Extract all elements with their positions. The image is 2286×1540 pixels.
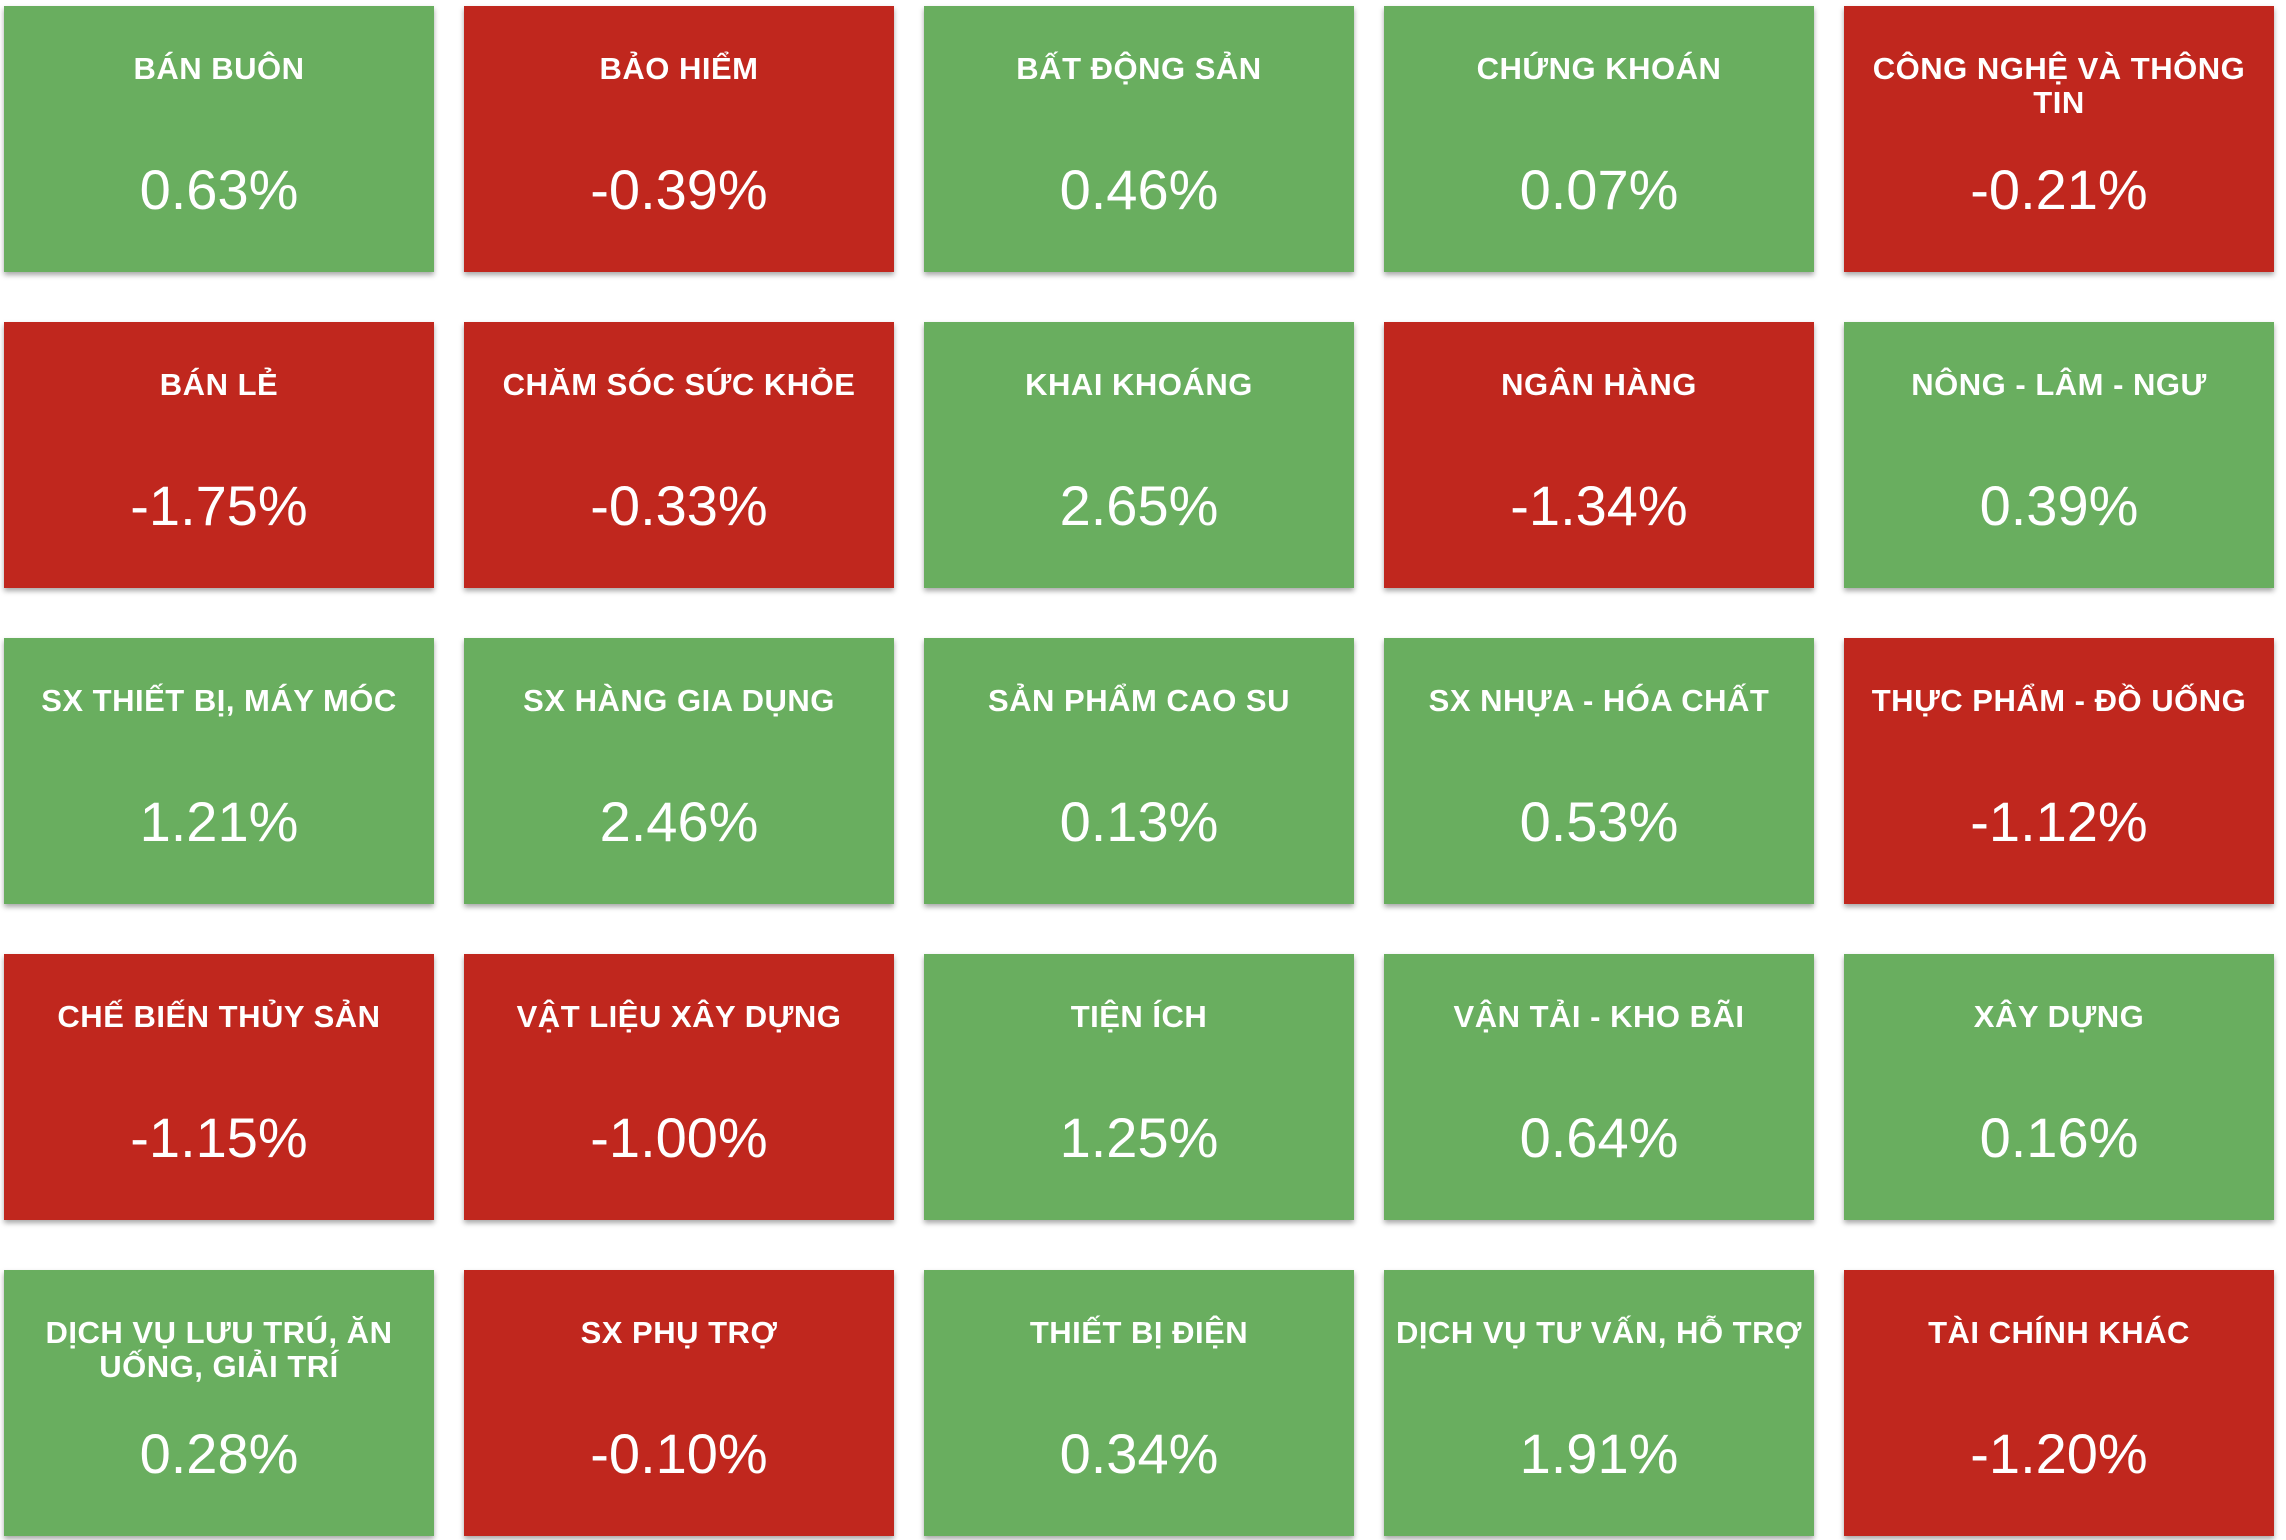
sector-change: 2.65% — [1059, 474, 1219, 537]
sector-change: -1.75% — [130, 474, 308, 537]
sector-change: 0.13% — [1059, 790, 1219, 853]
sector-tile[interactable]: SX HÀNG GIA DỤNG 2.46% — [464, 638, 894, 904]
sector-name: BẤT ĐỘNG SẢN — [1016, 51, 1262, 86]
sector-tile[interactable]: VẬT LIỆU XÂY DỰNG -1.00% — [464, 954, 894, 1220]
sector-name: NÔNG - LÂM - NGƯ — [1911, 367, 2207, 402]
sector-change: 1.25% — [1059, 1106, 1219, 1169]
sector-tile[interactable]: XÂY DỰNG 0.16% — [1844, 954, 2274, 1220]
sector-name: SX HÀNG GIA DỤNG — [523, 683, 835, 718]
sector-tile[interactable]: CHẾ BIẾN THỦY SẢN -1.15% — [4, 954, 434, 1220]
sector-tile[interactable]: SX PHỤ TRỢ -0.10% — [464, 1270, 894, 1536]
sector-change: 1.91% — [1519, 1422, 1679, 1485]
sector-name: TÀI CHÍNH KHÁC — [1928, 1315, 2190, 1350]
sector-tile[interactable]: BÁN BUÔN 0.63% — [4, 6, 434, 272]
sector-tile[interactable]: DỊCH VỤ TƯ VẤN, HỖ TRỢ 1.91% — [1384, 1270, 1814, 1536]
sector-tile[interactable]: NGÂN HÀNG -1.34% — [1384, 322, 1814, 588]
sector-tile[interactable]: TIỆN ÍCH 1.25% — [924, 954, 1354, 1220]
sector-name: KHAI KHOÁNG — [1025, 367, 1253, 402]
sector-change: 1.21% — [139, 790, 299, 853]
sector-change: -1.00% — [590, 1106, 768, 1169]
sector-name: BẢO HIỂM — [599, 51, 759, 86]
sector-change: 0.28% — [139, 1422, 299, 1485]
sector-name: VẬT LIỆU XÂY DỰNG — [516, 999, 842, 1034]
sector-change: 0.34% — [1059, 1422, 1219, 1485]
sector-name: THỰC PHẨM - ĐỒ UỐNG — [1871, 683, 2247, 718]
sector-name: SẢN PHẨM CAO SU — [987, 683, 1290, 718]
sector-name: CÔNG NGHỆ VÀ THÔNG TIN — [1872, 51, 2246, 120]
sector-tile[interactable]: KHAI KHOÁNG 2.65% — [924, 322, 1354, 588]
sector-tile[interactable]: BÁN LẺ -1.75% — [4, 322, 434, 588]
sector-name: SX THIẾT BỊ, MÁY MÓC — [41, 683, 397, 718]
sector-name: XÂY DỰNG — [1973, 999, 2145, 1034]
sector-name: DỊCH VỤ TƯ VẤN, HỖ TRỢ — [1396, 1315, 1802, 1350]
sector-tile[interactable]: SX THIẾT BỊ, MÁY MÓC 1.21% — [4, 638, 434, 904]
sector-tile[interactable]: THIẾT BỊ ĐIỆN 0.34% — [924, 1270, 1354, 1536]
sector-heatmap-grid: BÁN BUÔN 0.63% BẢO HIỂM -0.39% BẤT ĐỘNG SẢ… — [4, 6, 2274, 1536]
sector-tile[interactable]: CHĂM SÓC SỨC KHỎE -0.33% — [464, 322, 894, 588]
sector-change: -0.21% — [1970, 158, 2148, 221]
sector-name: SX NHỰA - HÓA CHẤT — [1428, 683, 1770, 718]
sector-change: 0.64% — [1519, 1106, 1679, 1169]
sector-name: CHẾ BIẾN THỦY SẢN — [57, 999, 381, 1034]
sector-name: DỊCH VỤ LƯU TRÚ, ĂN UỐNG, GIẢI TRÍ — [45, 1315, 393, 1384]
sector-tile[interactable]: THỰC PHẨM - ĐỒ UỐNG -1.12% — [1844, 638, 2274, 904]
sector-name: CHĂM SÓC SỨC KHỎE — [502, 367, 856, 402]
sector-name: THIẾT BỊ ĐIỆN — [1029, 1315, 1249, 1350]
sector-tile[interactable]: NÔNG - LÂM - NGƯ 0.39% — [1844, 322, 2274, 588]
sector-name: TIỆN ÍCH — [1070, 999, 1208, 1034]
sector-change: -0.39% — [590, 158, 768, 221]
sector-change: -0.10% — [590, 1422, 768, 1485]
sector-tile[interactable]: BẢO HIỂM -0.39% — [464, 6, 894, 272]
sector-change: -0.33% — [590, 474, 768, 537]
sector-name: VẬN TẢI - KHO BÃI — [1453, 999, 1745, 1034]
sector-change: 2.46% — [599, 790, 759, 853]
sector-name: BÁN LẺ — [159, 367, 279, 402]
sector-change: 0.07% — [1519, 158, 1679, 221]
sector-tile[interactable]: VẬN TẢI - KHO BÃI 0.64% — [1384, 954, 1814, 1220]
sector-name: BÁN BUÔN — [133, 51, 305, 86]
sector-change: -1.20% — [1970, 1422, 2148, 1485]
sector-change: 0.46% — [1059, 158, 1219, 221]
sector-tile[interactable]: BẤT ĐỘNG SẢN 0.46% — [924, 6, 1354, 272]
sector-change: -1.15% — [130, 1106, 308, 1169]
sector-tile[interactable]: CHỨNG KHOÁN 0.07% — [1384, 6, 1814, 272]
sector-tile[interactable]: SẢN PHẨM CAO SU 0.13% — [924, 638, 1354, 904]
sector-change: 0.63% — [139, 158, 299, 221]
sector-change: 0.53% — [1519, 790, 1679, 853]
sector-change: 0.39% — [1979, 474, 2139, 537]
sector-change: -1.34% — [1510, 474, 1688, 537]
sector-tile[interactable]: CÔNG NGHỆ VÀ THÔNG TIN -0.21% — [1844, 6, 2274, 272]
sector-tile[interactable]: TÀI CHÍNH KHÁC -1.20% — [1844, 1270, 2274, 1536]
sector-name: CHỨNG KHOÁN — [1476, 51, 1722, 86]
sector-tile[interactable]: DỊCH VỤ LƯU TRÚ, ĂN UỐNG, GIẢI TRÍ 0.28% — [4, 1270, 434, 1536]
sector-name: NGÂN HÀNG — [1501, 367, 1697, 402]
sector-tile[interactable]: SX NHỰA - HÓA CHẤT 0.53% — [1384, 638, 1814, 904]
sector-change: 0.16% — [1979, 1106, 2139, 1169]
sector-name: SX PHỤ TRỢ — [580, 1315, 778, 1350]
sector-change: -1.12% — [1970, 790, 2148, 853]
